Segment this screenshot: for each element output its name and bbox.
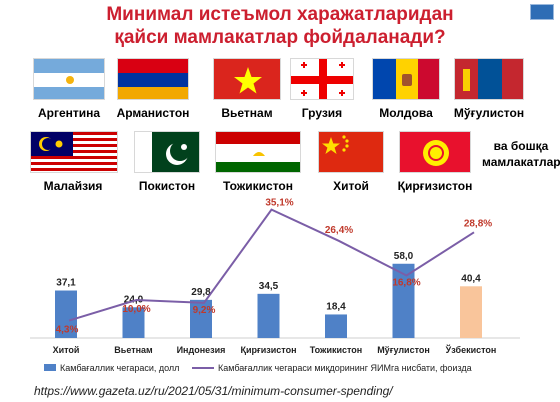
china-flag-icon (318, 131, 384, 173)
x-tick-label: Тожикистон (310, 345, 363, 355)
bar (122, 307, 145, 338)
bar-value-label: 34,5 (259, 281, 279, 292)
bar-value-label: 37,1 (56, 278, 76, 289)
flag-label: Мўғулистон (453, 106, 525, 120)
bar (325, 314, 347, 338)
vietnam-flag-icon (213, 58, 281, 100)
flag-label: Хитой (333, 179, 369, 193)
flag-label: Грузия (301, 106, 343, 120)
bar (55, 290, 77, 338)
bar-value-label: 29,8 (191, 287, 211, 298)
flag-label: Молдова (379, 106, 433, 120)
logo (530, 4, 554, 20)
flag-label: Малайзия (43, 179, 103, 193)
ratio-line (68, 208, 475, 322)
x-tick-label: Вьетнам (114, 345, 153, 355)
flag-label: Арманистон (116, 106, 190, 120)
line-value-label: 28,8% (464, 218, 492, 229)
x-tick-label: Хитой (53, 345, 80, 355)
line-value-label: 16,8% (392, 278, 420, 289)
malaysia-flag-icon (30, 131, 118, 173)
flag-label: Вьетнам (221, 106, 273, 120)
line-value-label: 4,3% (56, 325, 79, 336)
bar (460, 286, 482, 338)
bar (257, 293, 280, 338)
tajikistan-flag-icon (215, 131, 301, 173)
bar-value-label: 24,0 (124, 294, 144, 305)
flag-label: Покистон (138, 179, 196, 193)
armenia-flag-icon (117, 58, 189, 100)
moldova-flag-icon (372, 58, 440, 100)
legend-line-label: Камбағаллик чегараси миқдорининг ЯИМга н… (218, 363, 472, 373)
bar (190, 299, 212, 338)
argentina-flag-icon (33, 58, 105, 100)
line-value-label: 35,1% (265, 198, 293, 209)
x-tick-label: Индонезия (177, 345, 226, 355)
flag-label: Тожикистон (223, 179, 293, 193)
pakistan-flag-icon (134, 131, 200, 173)
line-value-label: 9,2% (193, 305, 216, 316)
x-tick-label: Ўзбекистон (445, 344, 497, 355)
other-countries-note: ва бошқа мамлакатлар (482, 139, 560, 169)
legend-bar-label: Камбағаллик чегараси, долл (60, 363, 179, 373)
x-tick-label: Қирғизистон (240, 345, 296, 355)
line-value-label: 26,4% (325, 225, 353, 236)
bar-value-label: 18,4 (326, 301, 346, 312)
georgia-flag-icon (290, 58, 354, 100)
bar (392, 263, 415, 338)
bar-value-label: 58,0 (394, 251, 414, 262)
source-link[interactable]: https://www.gazeta.uz/ru/2021/05/31/mini… (34, 384, 393, 398)
kyrgyzstan-flag-icon (399, 131, 471, 173)
line-value-label: 10,0% (122, 304, 150, 315)
legend-bar-swatch (44, 364, 56, 371)
bar-value-label: 40,4 (461, 273, 481, 284)
flag-label: Аргентина (37, 106, 101, 120)
x-tick-label: Мўғулистон (377, 345, 430, 355)
page-title: Минимал истеъмол харажатларидан (106, 4, 454, 25)
page-subtitle: қайси мамлакатлар фойдаланади? (114, 27, 446, 48)
flag-label: Қирғизистон (397, 179, 473, 193)
mongolia-flag-icon (454, 58, 524, 100)
